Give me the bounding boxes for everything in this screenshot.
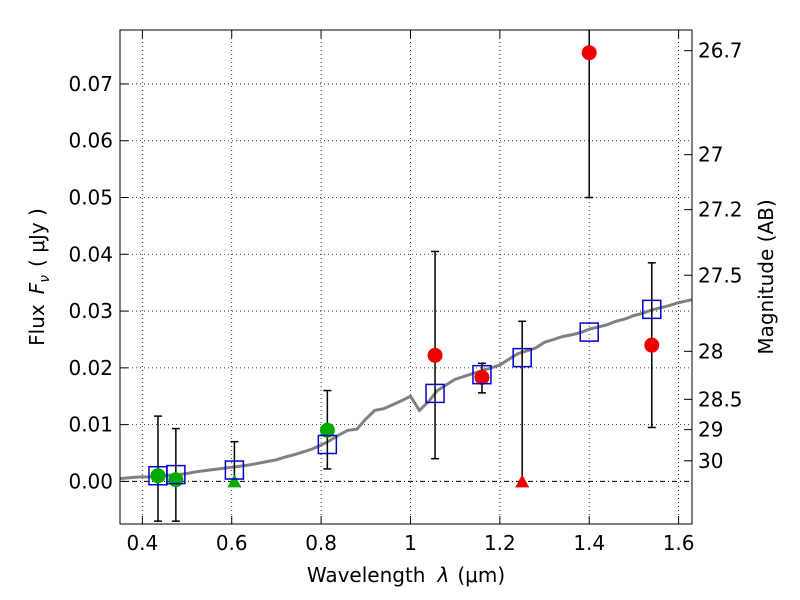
circle-marker (150, 468, 166, 484)
square-marker (472, 364, 492, 385)
y-axis-title-text: Flux (25, 304, 49, 346)
y-tick-label: 0.06 (68, 129, 113, 153)
y-axis-title-subscript: ν (37, 275, 53, 283)
y-tick-label: 0.05 (68, 186, 113, 210)
plot-background (120, 30, 692, 524)
y-axis-title-unit: ( μJy ) (25, 208, 49, 267)
magnitude-tick-label: 28 (698, 339, 723, 363)
magnitude-axis-title: Magnitude (AB) (754, 199, 778, 354)
y-axis-ticks: 0.00 0.01 0.02 0.03 0.04 0.05 0.06 0.07 (68, 72, 128, 493)
square-marker (642, 299, 662, 320)
model-photometry-markers (148, 299, 662, 486)
circle-marker (168, 472, 184, 488)
x-tick-label: 1.6 (663, 531, 695, 555)
square-marker (166, 464, 186, 485)
y-tick-label: 0.03 (68, 299, 113, 323)
square-marker (425, 383, 445, 404)
magnitude-tick-label: 30 (698, 449, 723, 473)
square-marker (512, 347, 532, 368)
y-tick-label: 0.00 (68, 469, 113, 493)
magnitude-tick-label: 28.5 (698, 387, 743, 411)
x-tick-label: 1 (404, 531, 417, 555)
circle-marker (319, 422, 335, 438)
y-axis-title: Flux Fν ( μJy ) (25, 208, 53, 346)
x-axis-ticks: 0.4 0.6 0.8 1 1.2 1.4 1.6 (126, 30, 695, 555)
magnitude-tick-label: 29 (698, 418, 723, 442)
magnitude-tick-label: 26.7 (698, 39, 743, 63)
square-marker (224, 460, 245, 480)
x-axis-title-unit: (μm) (457, 563, 505, 587)
circle-marker (474, 370, 490, 386)
x-tick-label: 0.6 (216, 531, 248, 555)
x-tick-label: 0.4 (126, 531, 158, 555)
square-marker (579, 322, 599, 342)
y-tick-label: 0.07 (68, 72, 113, 96)
magnitude-tick-label: 27 (698, 143, 723, 167)
circle-marker (581, 45, 597, 61)
y-axis-title-symbol: F (25, 282, 49, 294)
x-tick-label: 0.8 (305, 531, 337, 555)
x-axis-title-symbol: λ (437, 563, 450, 587)
data-markers (150, 45, 660, 488)
y-tick-label: 0.02 (68, 356, 113, 380)
model-spectrum-line (119, 298, 693, 481)
magnitude-axis-ticks: 26.7 27 27.2 27.5 28 28.5 29 30 (684, 39, 743, 473)
plot-frame (119, 29, 693, 525)
triangle-marker (227, 474, 242, 488)
circle-marker (427, 347, 443, 363)
magnitude-tick-label: 27.2 (698, 198, 743, 222)
y-tick-label: 0.04 (68, 242, 113, 266)
x-axis-title: Wavelength λ (μm) (307, 563, 505, 587)
x-tick-label: 1.2 (484, 531, 516, 555)
y-tick-label: 0.01 (68, 413, 113, 437)
triangle-marker (515, 474, 530, 488)
square-marker (317, 434, 338, 455)
circle-marker (644, 337, 660, 353)
magnitude-tick-label: 27.5 (698, 263, 743, 287)
x-axis-title-text: Wavelength (307, 563, 426, 587)
x-tick-label: 1.4 (573, 531, 605, 555)
